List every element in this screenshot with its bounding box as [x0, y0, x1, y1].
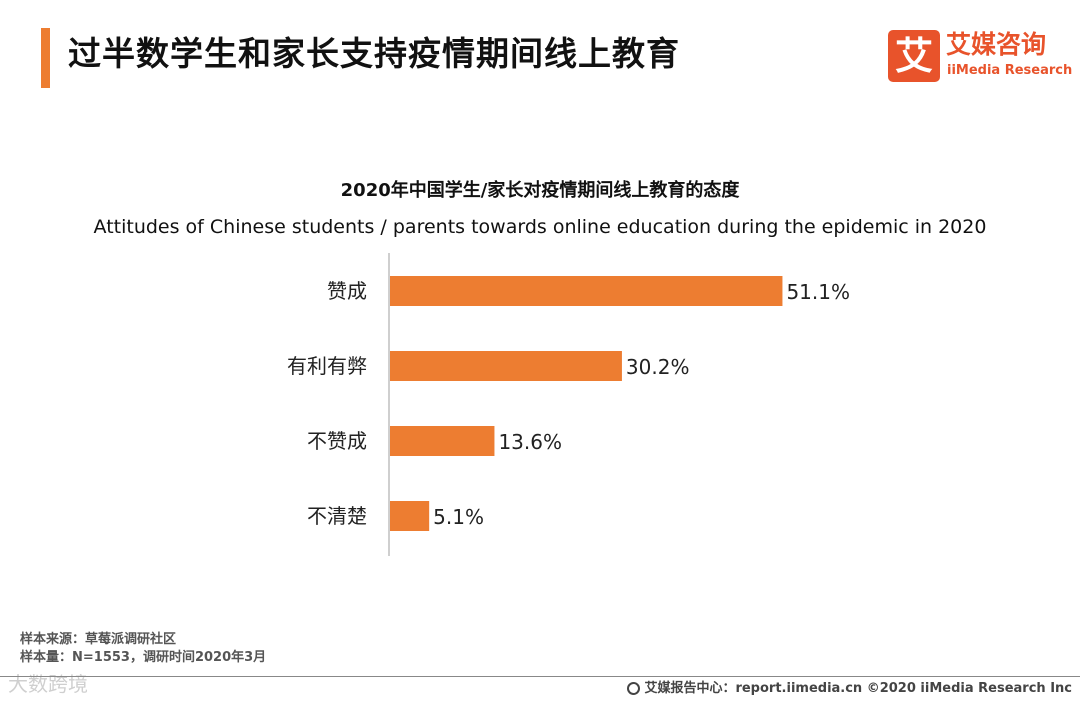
page-title: 过半数学生和家长支持疫情期间线上教育 — [68, 34, 680, 73]
footer-divider — [0, 676, 1080, 677]
data-label: 51.1% — [786, 280, 850, 304]
bar-0 — [390, 276, 783, 306]
logo-text-en: iiMedia Research — [947, 63, 1073, 78]
chart-title: 2020年中国学生/家长对疫情期间线上教育的态度 — [340, 180, 740, 201]
source-line-1: 样本来源：草莓派调研社区 — [20, 632, 177, 647]
category-label: 不清楚 — [307, 504, 367, 528]
data-label: 5.1% — [433, 505, 484, 529]
bar-2 — [390, 426, 495, 456]
iimedia-logo: 艾 艾媒咨询 iiMedia Research — [888, 30, 1072, 82]
bar-3 — [390, 501, 430, 531]
category-label: 不赞成 — [307, 429, 367, 453]
title-accent-bar — [41, 28, 50, 88]
source-note: 样本来源：草莓派调研社区 样本量：N=1553，调研时间2020年3月 — [20, 631, 266, 667]
logo-mark-icon: 艾 — [888, 30, 940, 82]
data-label: 13.6% — [498, 430, 562, 454]
source-line-2: 样本量：N=1553，调研时间2020年3月 — [20, 650, 267, 665]
chart-subtitle: Attitudes of Chinese students / parents … — [93, 216, 987, 238]
bar-1 — [390, 351, 622, 381]
data-label: 30.2% — [626, 355, 690, 379]
footer-text: 艾媒报告中心：report.iimedia.cn ©2020 iiMedia R… — [644, 681, 1072, 696]
category-label: 有利有弊 — [287, 354, 367, 378]
footer: 艾媒报告中心：report.iimedia.cn ©2020 iiMedia R… — [627, 680, 1072, 698]
globe-icon — [627, 682, 641, 695]
logo-text-cn: 艾媒咨询 — [946, 30, 1047, 59]
category-label: 赞成 — [327, 279, 367, 303]
